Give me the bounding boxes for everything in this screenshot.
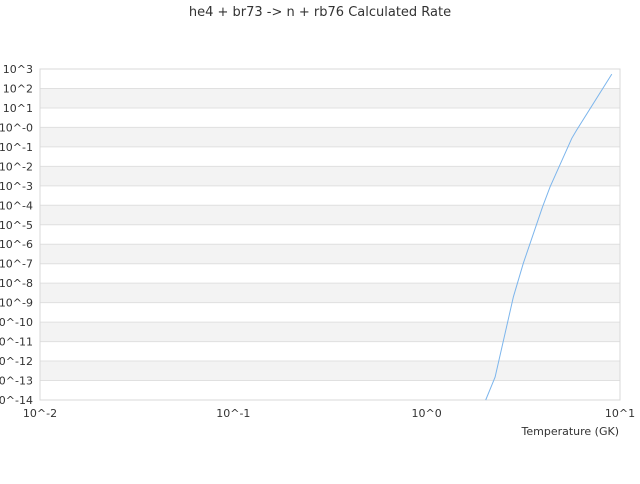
series-line [485,73,613,401]
y-tick-label: 10^-5 [0,219,33,232]
grid-band [40,302,620,323]
grid-band [40,185,620,206]
grid-band [40,380,620,400]
y-tick-label: 10^-11 [0,336,33,349]
grid-band [40,224,620,245]
y-tick-label: 10^-9 [0,297,33,310]
grid-band [40,283,620,303]
y-tick-label: 10^2 [3,82,33,95]
grid-band [40,341,620,362]
y-tick-label: 10^-4 [0,199,33,212]
grid-band [40,146,620,167]
grid-band [40,263,620,284]
y-tick-label: 10^-12 [0,355,33,368]
x-axis: 10^-2 10^-1 10^0 10^1 [23,407,635,420]
x-tick-label: 10^-1 [216,407,250,420]
chart-title: he4 + br73 -> n + rb76 Calculated Rate [189,5,451,20]
y-tick-label: 10^-8 [0,277,33,290]
y-tick-label: 10^-2 [0,160,33,173]
y-tick-label: 10^-13 [0,375,33,388]
y-tick-label: 10^-1 [0,141,33,154]
grid-band [40,244,620,264]
y-axis: 10^3 10^2 10^1 10^-0 10^-1 10^-2 10^-3 10^-4 10^… [0,63,33,407]
x-axis-label: Temperature (GK) [521,425,620,438]
y-tick-label: 10^-0 [0,121,33,134]
grid-band [40,88,620,108]
grid-band [40,322,620,342]
grid-band [40,166,620,186]
y-tick-label: 10^1 [3,102,33,115]
y-tick-label: 10^-14 [0,394,33,407]
grid-band [40,107,620,128]
grid-bands [40,68,620,400]
y-tick-label: 10^-7 [0,258,33,271]
y-tick-label: 10^-6 [0,238,33,251]
x-tick-label: 10^0 [412,407,442,420]
grid-band [40,127,620,147]
x-tick-label: 10^-2 [23,407,57,420]
y-tick-label: 10^-3 [0,180,33,193]
x-tick-label: 10^1 [605,407,635,420]
grid-band [40,69,620,89]
y-tick-label: 10^-10 [0,316,33,329]
grid-band [40,205,620,225]
grid-band [40,361,620,381]
plot-border [39,68,621,401]
y-tick-label: 10^3 [3,63,33,76]
